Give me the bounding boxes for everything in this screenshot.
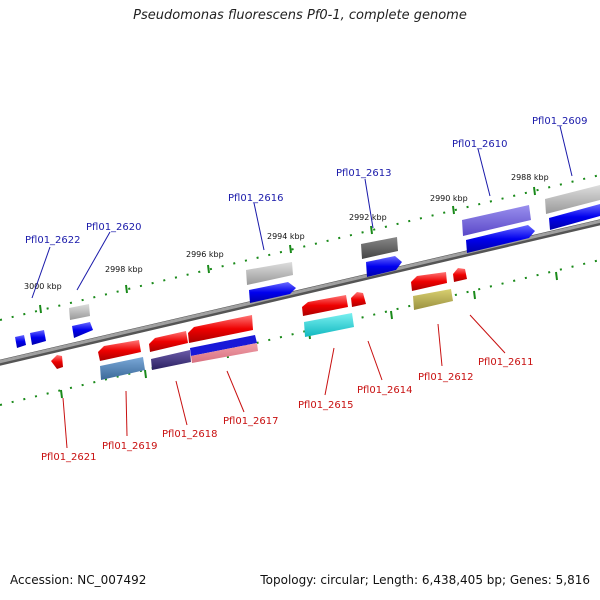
upper-gene-labels: Pfl01_2622 Pfl01_2620 Pfl01_2616 Pfl01_2…: [25, 116, 588, 246]
gene-block[interactable]: [366, 256, 402, 277]
gene-block[interactable]: [191, 343, 258, 363]
gene-label[interactable]: Pfl01_2619: [102, 441, 158, 452]
kbp-labels: 3000 kbp 2998 kbp 2996 kbp 2994 kbp 2992…: [24, 173, 549, 291]
gene-block[interactable]: [246, 262, 293, 285]
gene-label[interactable]: Pfl01_2609: [532, 116, 588, 127]
kbp-label: 2994 kbp: [267, 232, 305, 241]
gene-block[interactable]: [304, 313, 354, 337]
gene-block[interactable]: [72, 322, 93, 338]
kbp-label: 2992 kbp: [349, 213, 387, 222]
kbp-label: 3000 kbp: [24, 282, 62, 291]
gene-block[interactable]: [413, 289, 453, 310]
kbp-label: 2998 kbp: [105, 265, 143, 274]
gene-label[interactable]: Pfl01_2614: [357, 385, 413, 396]
gene-label[interactable]: Pfl01_2617: [223, 416, 279, 427]
gene-block[interactable]: [549, 204, 600, 230]
lower-gene-blocks: [51, 268, 467, 380]
gene-block[interactable]: [51, 355, 63, 369]
gene-label[interactable]: Pfl01_2612: [418, 372, 474, 383]
gene-label[interactable]: Pfl01_2621: [41, 452, 97, 463]
gene-label[interactable]: Pfl01_2610: [452, 139, 508, 150]
lower-ruler: [0, 259, 600, 406]
gene-block[interactable]: [302, 295, 348, 316]
upper-gene-blocks: [15, 185, 600, 348]
gene-block[interactable]: [351, 292, 366, 307]
gene-label[interactable]: Pfl01_2620: [86, 222, 142, 233]
gene-block[interactable]: [462, 205, 531, 236]
gene-block[interactable]: [98, 340, 141, 361]
gene-block[interactable]: [411, 272, 447, 291]
map-title: Pseudomonas fluorescens Pf0-1, complete …: [133, 8, 467, 23]
kbp-label: 2990 kbp: [430, 194, 468, 203]
top-connectors: [31, 125, 573, 299]
bottom-connectors: [62, 314, 506, 449]
gene-block[interactable]: [453, 268, 467, 282]
gene-block[interactable]: [149, 331, 188, 352]
accession-text: Accession: NC_007492: [10, 573, 147, 587]
genome-summary-text: Topology: circular; Length: 6,438,405 bp…: [260, 573, 590, 587]
gene-block[interactable]: [188, 315, 253, 343]
kbp-label: 2996 kbp: [186, 250, 224, 259]
kbp-label: 2988 kbp: [511, 173, 549, 182]
gene-block[interactable]: [361, 237, 398, 259]
gene-block[interactable]: [545, 185, 600, 214]
lower-gene-labels: Pfl01_2621 Pfl01_2619 Pfl01_2618 Pfl01_2…: [41, 357, 534, 463]
upper-ruler: [0, 174, 600, 321]
gene-block[interactable]: [190, 335, 257, 356]
gene-label[interactable]: Pfl01_2616: [228, 193, 284, 204]
gene-block[interactable]: [151, 350, 191, 370]
gene-label[interactable]: Pfl01_2618: [162, 429, 218, 440]
gene-label[interactable]: Pfl01_2622: [25, 235, 81, 246]
gene-block[interactable]: [69, 304, 90, 320]
gene-block[interactable]: [249, 282, 296, 303]
gene-label[interactable]: Pfl01_2611: [478, 357, 534, 368]
gene-label[interactable]: Pfl01_2613: [336, 168, 392, 179]
gene-block[interactable]: [466, 225, 535, 253]
gene-block[interactable]: [100, 357, 145, 380]
gene-block[interactable]: [30, 330, 46, 345]
gene-label[interactable]: Pfl01_2615: [298, 400, 354, 411]
gene-block[interactable]: [15, 335, 26, 348]
